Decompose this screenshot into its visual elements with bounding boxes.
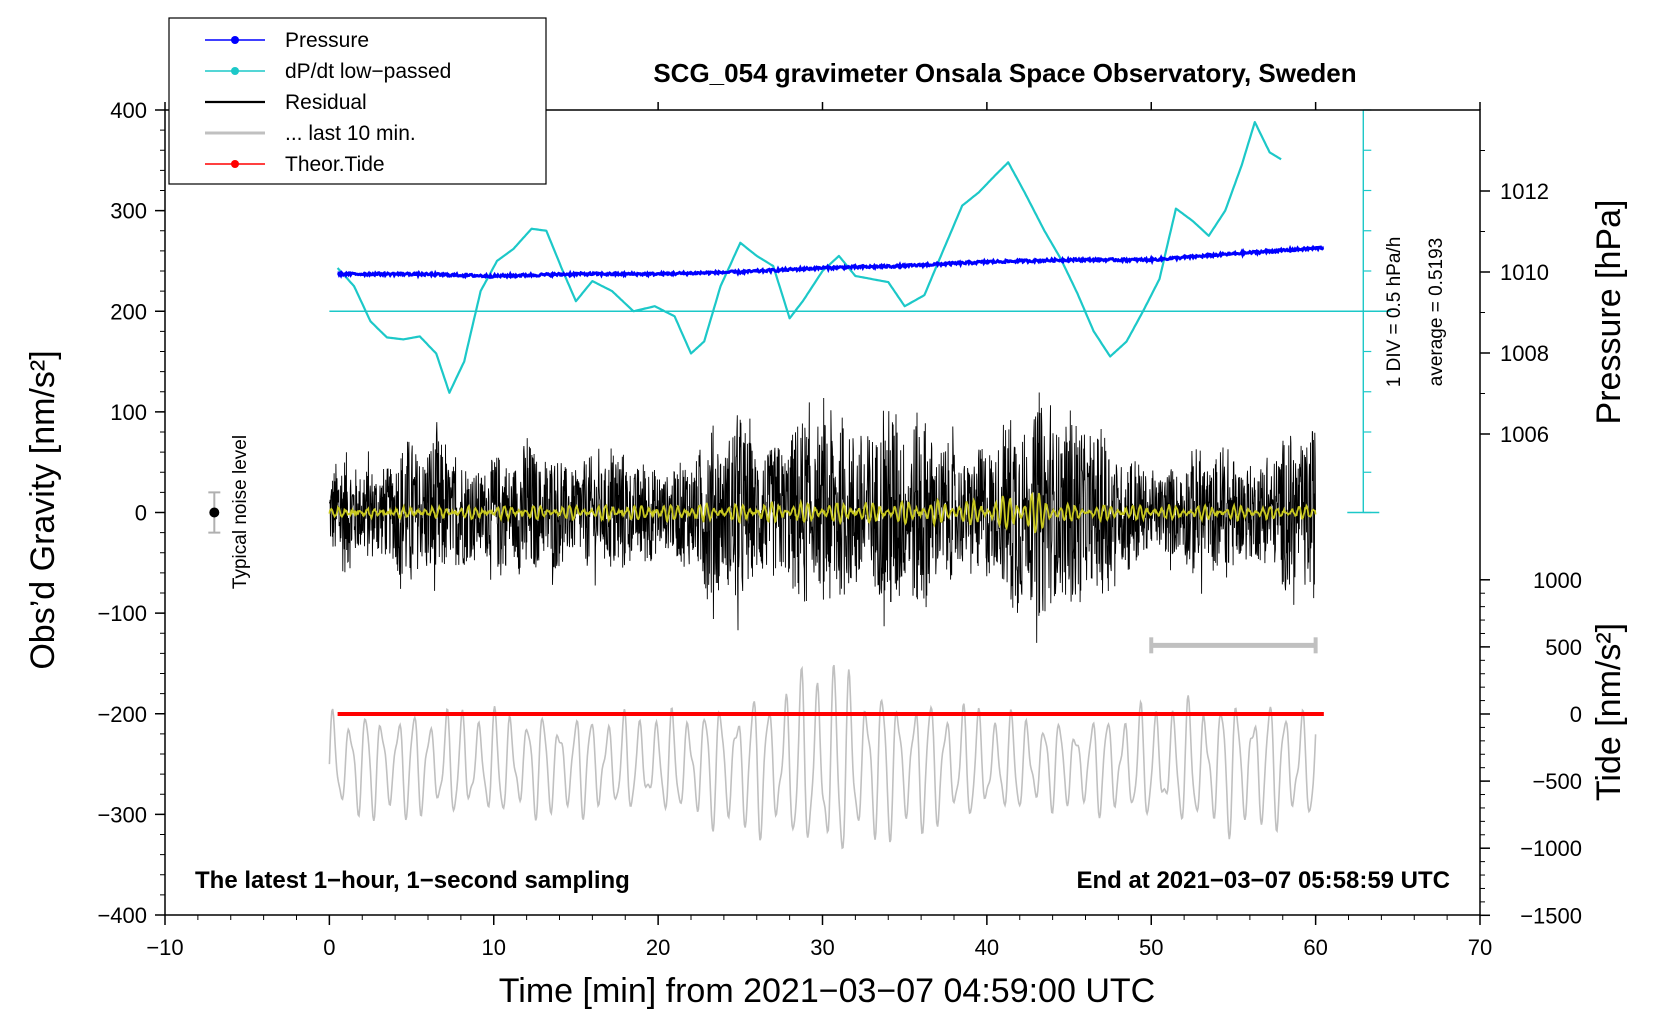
x-axis-title: Time [min] from 2021−03−07 04:59:00 UTC xyxy=(499,972,1155,1010)
y-tick-label: 100 xyxy=(110,400,147,425)
tide-tick-label: 500 xyxy=(1545,635,1582,660)
pressure-tick-label: 1012 xyxy=(1500,179,1549,204)
y-tick-label: 400 xyxy=(110,98,147,123)
legend-label: ... last 10 min. xyxy=(285,122,416,145)
series-pressure xyxy=(337,244,1325,280)
dpdt-average-label: average = 0.5193 xyxy=(1426,238,1447,386)
x-tick-label: 40 xyxy=(975,935,999,960)
y-tick-label: −400 xyxy=(97,903,147,928)
legend: Pressure dP/dt low−passed Residual ... last… xyxy=(168,17,547,185)
legend-item: dP/dt low−passed xyxy=(205,60,451,83)
y-axis-title-pressure: Pressure [hPa] xyxy=(1590,200,1628,425)
legend-label: Residual xyxy=(285,91,367,114)
legend-item: Pressure xyxy=(205,29,369,52)
annotation-end-time: End at 2021−03−07 05:58:59 UTC xyxy=(1076,867,1450,894)
annotation-sampling: The latest 1−hour, 1−second sampling xyxy=(195,867,630,894)
tide-tick-label: −1000 xyxy=(1520,836,1582,861)
noise-marker xyxy=(209,507,220,518)
legend-swatch-dot xyxy=(231,160,239,168)
legend-label: Pressure xyxy=(285,29,369,52)
x-tick-label: 60 xyxy=(1303,935,1327,960)
x-tick-label: 10 xyxy=(482,935,506,960)
series-last-10-min xyxy=(328,664,1317,850)
y-tick-label: −100 xyxy=(97,601,147,626)
x-tick-label: 50 xyxy=(1139,935,1163,960)
legend-label: dP/dt low−passed xyxy=(285,60,451,83)
chart-title: SCG_054 gravimeter Onsala Space Observat… xyxy=(653,58,1356,88)
x-tick-label: 20 xyxy=(646,935,670,960)
legend-item: Residual xyxy=(205,91,367,114)
y-tick-label: 200 xyxy=(110,299,147,324)
x-tick-label: −10 xyxy=(146,935,183,960)
y-axis-title-tide: Tide [nm/s²] xyxy=(1590,623,1628,801)
legend-label: Theor.Tide xyxy=(285,153,385,176)
x-tick-label: 0 xyxy=(323,935,335,960)
series-dpdt xyxy=(336,121,1282,394)
tide-tick-label: −1500 xyxy=(1520,903,1582,928)
y-axis-title-left: Obs’d Gravity [nm/s²] xyxy=(24,350,62,669)
tide-tick-label: −500 xyxy=(1532,769,1582,794)
pressure-tick-label: 1010 xyxy=(1500,260,1549,285)
pressure-tick-label: 1008 xyxy=(1500,341,1549,366)
legend-swatch-dot xyxy=(231,67,239,75)
y-tick-label: −200 xyxy=(97,702,147,727)
noise-level-label: Typical noise level xyxy=(230,435,251,589)
y-tick-label: 0 xyxy=(135,501,147,526)
pressure-tick-label: 1006 xyxy=(1500,422,1549,447)
legend-swatch-dot xyxy=(231,36,239,44)
tide-tick-label: 0 xyxy=(1570,702,1582,727)
legend-item: Theor.Tide xyxy=(205,153,385,176)
tide-tick-label: 1000 xyxy=(1533,568,1582,593)
x-tick-label: 30 xyxy=(810,935,834,960)
y-tick-label: 300 xyxy=(110,199,147,224)
x-tick-label: 70 xyxy=(1468,935,1492,960)
y-tick-label: −300 xyxy=(97,802,147,827)
legend-item: ... last 10 min. xyxy=(205,122,416,145)
series-residual xyxy=(328,392,1316,643)
series-residual-lowpassed xyxy=(328,491,1317,534)
dpdt-scale-label: 1 DIV = 0.5 hPa/h xyxy=(1384,237,1405,388)
